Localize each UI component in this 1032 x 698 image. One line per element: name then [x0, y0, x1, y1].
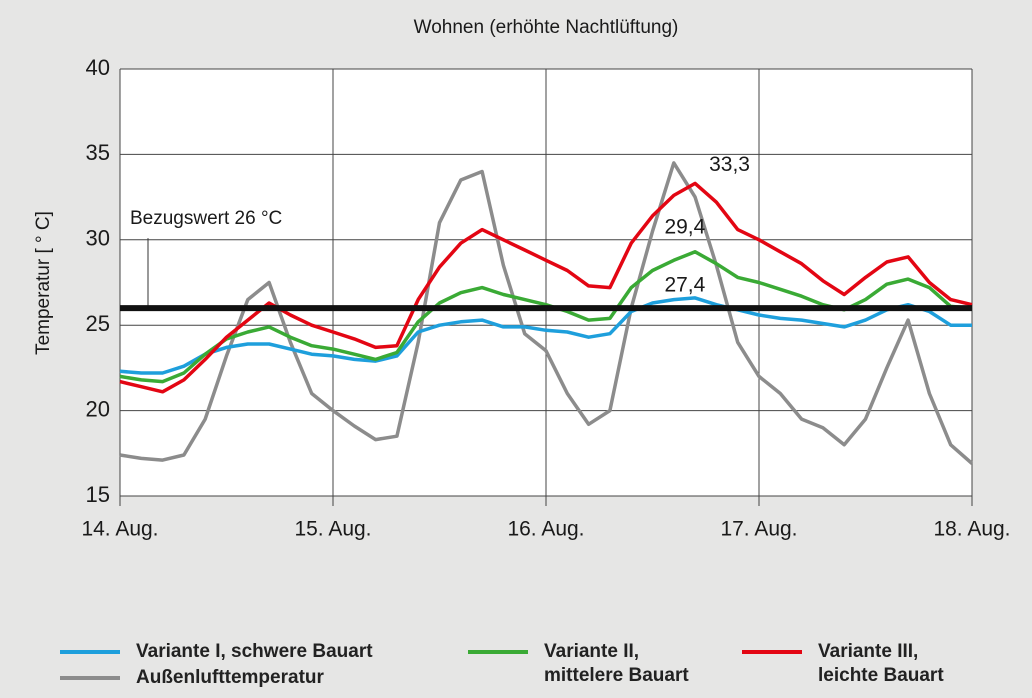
y-axis-label: Temperatur [ ° C]: [33, 211, 54, 355]
legend-item: Variante I, schwere Bauart: [60, 640, 373, 664]
annotation: 27,4: [664, 274, 705, 297]
legend-item: Außenlufttemperatur: [60, 666, 324, 690]
legend-item: Variante II, mittelere Bauart: [468, 640, 689, 688]
legend-item: Variante III, leichte Bauart: [742, 640, 944, 688]
annotation: 33,3: [709, 153, 750, 176]
x-tick-label: 18. Aug.: [933, 518, 1010, 541]
y-tick-label: 30: [86, 226, 110, 251]
series-line: [119, 296, 972, 375]
y-tick-label: 15: [86, 482, 110, 507]
reference-label: Bezugswert 26 °C: [130, 208, 282, 229]
x-tick-label: 16. Aug.: [507, 518, 584, 541]
y-tick-label: 40: [86, 55, 110, 80]
chart-title: Wohnen (erhöhte Nachtlüftung): [414, 17, 679, 38]
y-tick-label: 35: [86, 140, 110, 165]
legend-swatch: [742, 650, 802, 654]
y-tick-label: 25: [86, 311, 110, 336]
legend-swatch: [468, 650, 528, 654]
x-tick-label: 15. Aug.: [294, 518, 371, 541]
legend-label: Variante III, leichte Bauart: [818, 641, 944, 686]
legend-label: Außenlufttemperatur: [136, 667, 324, 688]
legend-swatch: [60, 650, 120, 654]
legend-label: Variante I, schwere Bauart: [136, 641, 373, 662]
y-tick-label: 20: [86, 396, 110, 421]
legend-label: Variante II, mittelere Bauart: [544, 641, 689, 686]
chart: Wohnen (erhöhte Nachtlüftung) Temperatur…: [33, 17, 1011, 541]
x-tick-label: 14. Aug.: [81, 518, 158, 541]
x-tick-label: 17. Aug.: [720, 518, 797, 541]
legend-swatch: [60, 676, 120, 680]
annotation: 29,4: [664, 216, 705, 239]
legend: Variante I, schwere Bauart Variante II, m…: [60, 640, 1020, 696]
series-line: [119, 161, 974, 465]
